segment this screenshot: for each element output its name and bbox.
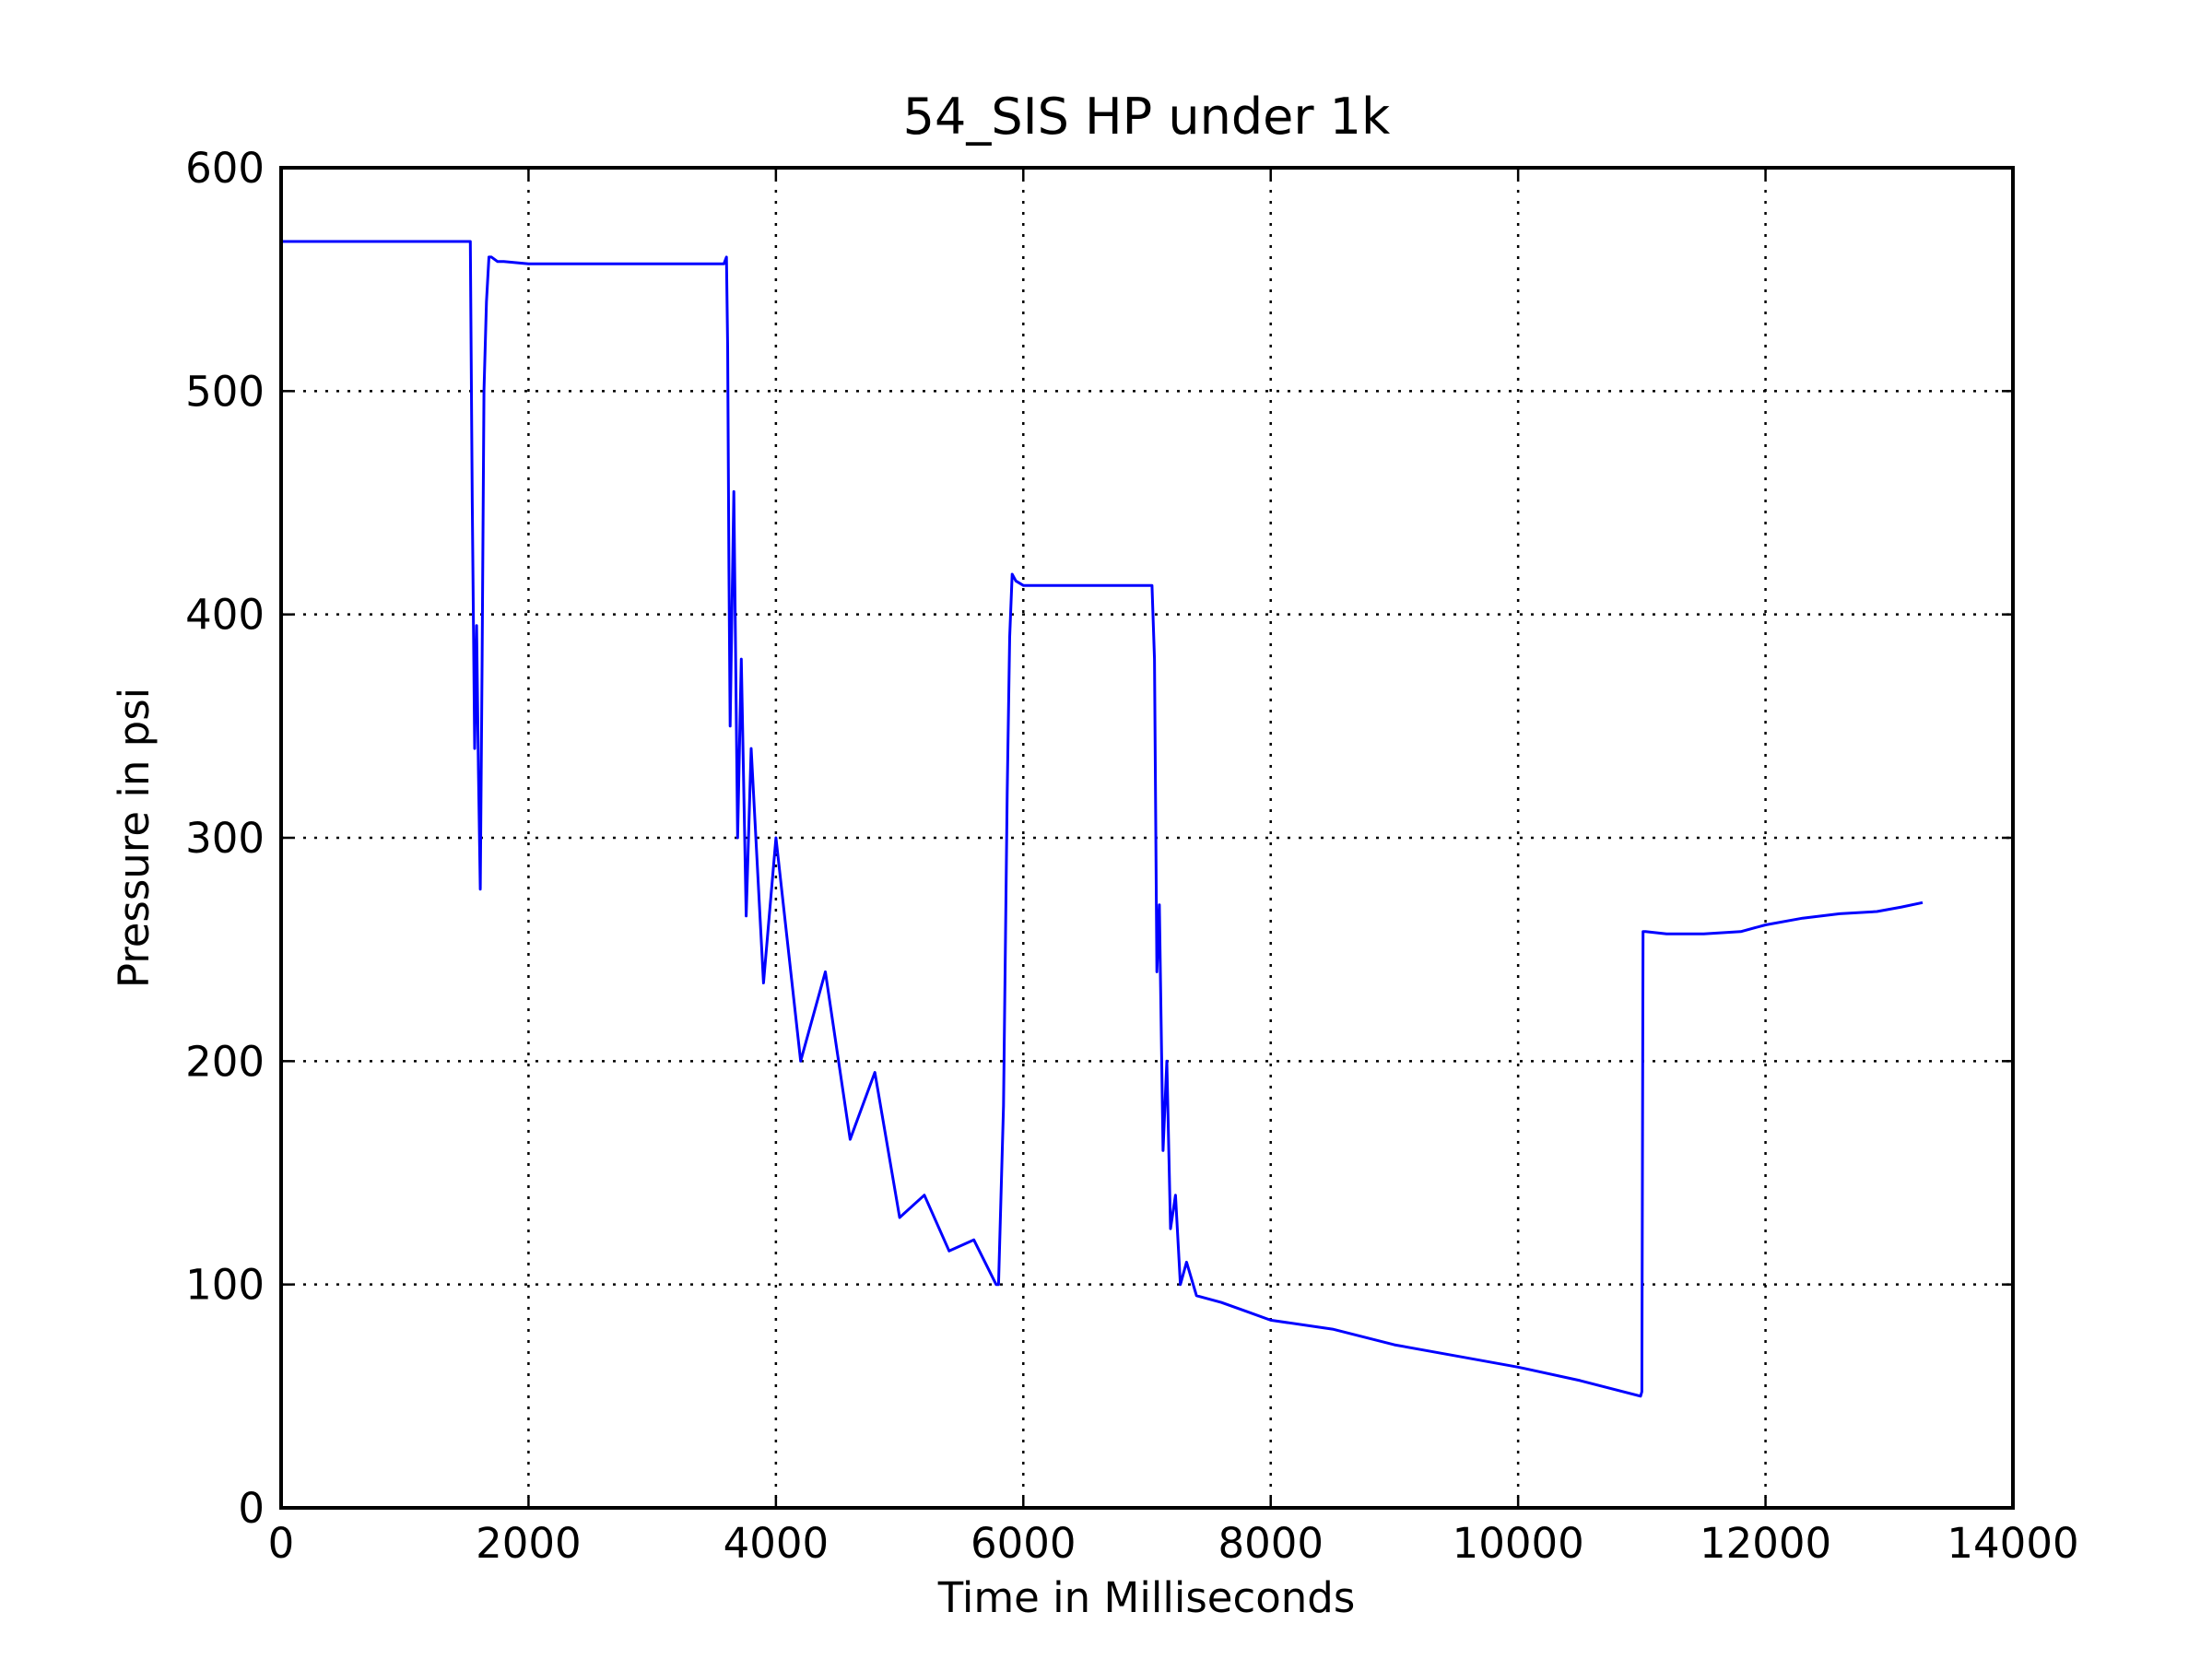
x-tick-label: 0 bbox=[268, 1519, 295, 1568]
axis-ticks: 0 2000 4000 6000 8000 10000 12000 14000 0 100 200 3… bbox=[185, 144, 2078, 1568]
x-tick-label: 8000 bbox=[1218, 1519, 1324, 1568]
y-tick-label: 300 bbox=[185, 814, 265, 863]
y-tick-label: 100 bbox=[185, 1261, 265, 1310]
x-tick-label: 14000 bbox=[1947, 1519, 2078, 1568]
x-tick-label: 4000 bbox=[724, 1519, 830, 1568]
y-tick-label: 400 bbox=[185, 591, 265, 640]
chart-title: 54_SIS HP under 1k bbox=[903, 88, 1391, 146]
plot-area bbox=[281, 240, 1924, 1398]
x-axis-label: Time in Milliseconds bbox=[937, 1573, 1356, 1622]
x-tick-label: 2000 bbox=[476, 1519, 582, 1568]
y-tick-label: 200 bbox=[185, 1037, 265, 1086]
grid bbox=[281, 168, 2013, 1508]
y-tick-label: 500 bbox=[185, 367, 265, 416]
y-axis-label: Pressure in psi bbox=[110, 688, 159, 988]
y-tick-label: 0 bbox=[238, 1484, 265, 1533]
pressure-series-line bbox=[281, 240, 1924, 1398]
plot-frame bbox=[279, 166, 2015, 1510]
x-tick-label: 10000 bbox=[1453, 1519, 1584, 1568]
x-tick-label: 12000 bbox=[1700, 1519, 1831, 1568]
x-tick-label: 6000 bbox=[971, 1519, 1077, 1568]
y-tick-label: 600 bbox=[185, 144, 265, 193]
